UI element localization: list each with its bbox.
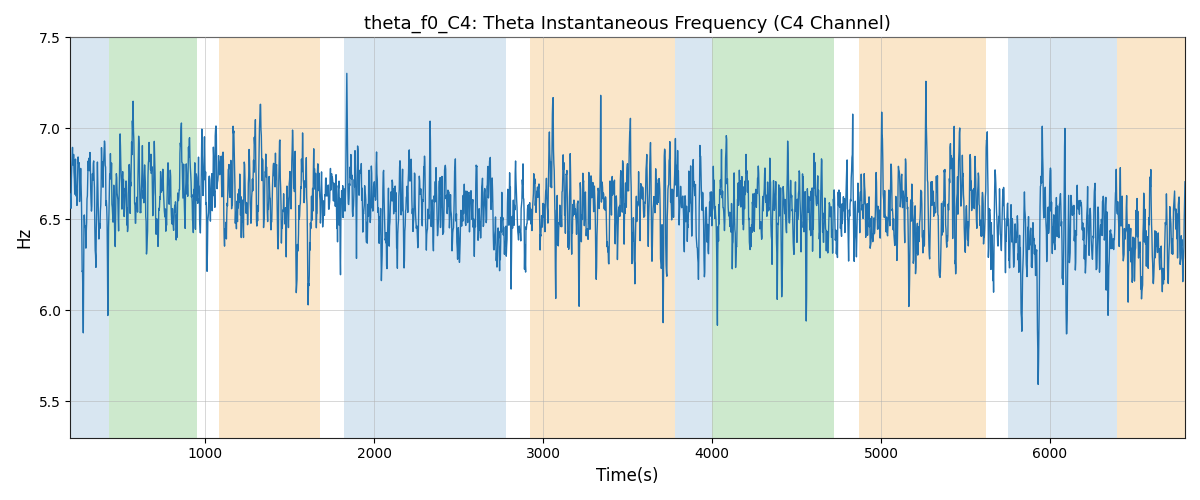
Bar bbox=[218, 38, 320, 438]
Bar bbox=[109, 38, 197, 438]
Bar bbox=[859, 38, 985, 438]
Bar bbox=[674, 38, 712, 438]
Bar bbox=[1008, 38, 1117, 438]
X-axis label: Time(s): Time(s) bbox=[596, 467, 659, 485]
Title: theta_f0_C4: Theta Instantaneous Frequency (C4 Channel): theta_f0_C4: Theta Instantaneous Frequen… bbox=[365, 15, 892, 34]
Y-axis label: Hz: Hz bbox=[16, 227, 34, 248]
Bar bbox=[71, 38, 109, 438]
Bar bbox=[712, 38, 834, 438]
Bar bbox=[344, 38, 506, 438]
Bar bbox=[1117, 38, 1184, 438]
Bar bbox=[529, 38, 674, 438]
